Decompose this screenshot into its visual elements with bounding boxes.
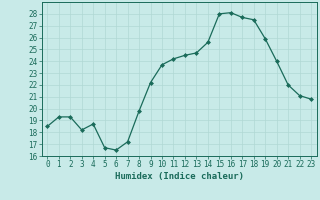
X-axis label: Humidex (Indice chaleur): Humidex (Indice chaleur) <box>115 172 244 181</box>
